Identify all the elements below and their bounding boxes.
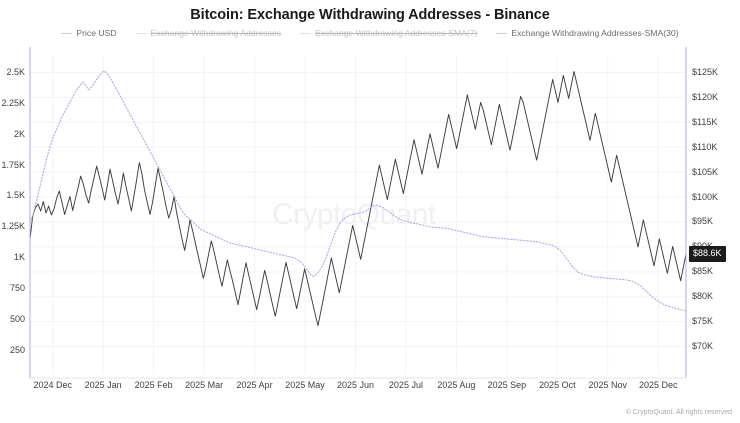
chart-legend: Price USD Exchange Withdrawing Addresses E… — [0, 29, 740, 38]
page-title: Bitcoin: Exchange Withdrawing Addresses … — [190, 7, 550, 23]
legend-item-label: Exchange Withdrawing Addresses — [150, 28, 281, 38]
legend-swatch-icon — [61, 32, 73, 34]
series-line-1 — [29, 70, 687, 312]
legend-item-3[interactable]: Exchange Withdrawing Addresses-SMA(30) — [496, 28, 679, 38]
legend-swatch-icon — [299, 32, 311, 34]
legend-item-0[interactable]: Price USD — [61, 28, 117, 38]
current-price-badge: $88.6K — [689, 245, 726, 262]
series-line-0 — [29, 70, 687, 327]
legend-swatch-icon — [135, 32, 147, 34]
legend-item-1[interactable]: Exchange Withdrawing Addresses — [135, 28, 281, 38]
copyright-credit: © CryptoQuant. All rights reserved — [625, 409, 732, 416]
legend-item-label: Exchange Withdrawing Addresses-SMA(7) — [314, 28, 478, 38]
legend-item-label: Exchange Withdrawing Addresses-SMA(30) — [511, 28, 679, 38]
legend-item-2[interactable]: Exchange Withdrawing Addresses-SMA(7) — [299, 28, 478, 38]
legend-swatch-icon — [496, 32, 508, 34]
legend-item-label: Price USD — [76, 28, 117, 38]
